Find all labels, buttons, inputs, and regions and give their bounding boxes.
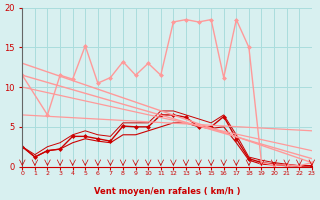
X-axis label: Vent moyen/en rafales ( km/h ): Vent moyen/en rafales ( km/h ) (94, 187, 240, 196)
